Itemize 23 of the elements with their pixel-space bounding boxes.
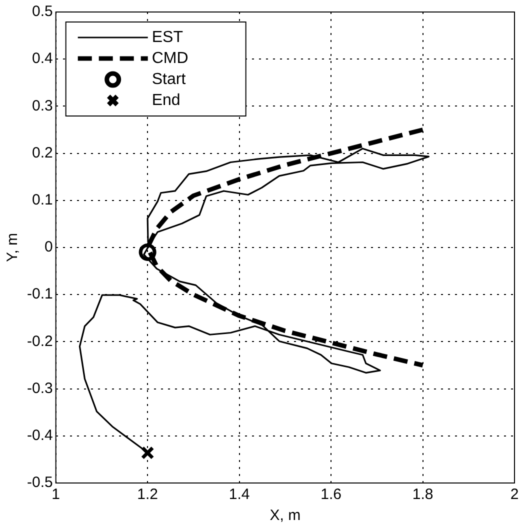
y-axis-title: Y, m — [4, 233, 22, 262]
x-tick-label: 1.6 — [320, 486, 342, 504]
y-tick-label: -0.3 — [26, 380, 53, 397]
legend-label: EST — [152, 28, 184, 46]
x-axis-title: X, m — [270, 507, 301, 524]
y-tick-label: 0.5 — [32, 3, 53, 20]
x-tick-label: 1.8 — [412, 486, 434, 504]
legend-label: CMD — [152, 50, 188, 67]
y-tick-label: -0.2 — [26, 332, 53, 350]
y-tick-label: 0.4 — [32, 50, 53, 68]
y-tick-label: -0.5 — [26, 474, 53, 492]
y-tick-label: 0.2 — [32, 144, 53, 162]
y-tick-label: 0 — [44, 238, 53, 256]
y-tick-label: 0.3 — [32, 97, 53, 114]
x-tick-label: 1 — [52, 486, 60, 504]
y-tick-label: -0.1 — [26, 286, 53, 303]
y-tick-label: 0.1 — [32, 192, 53, 209]
x-tick-label: 1.4 — [228, 486, 250, 504]
legend-label: End — [152, 92, 180, 109]
x-tick-label: 1.2 — [137, 486, 158, 504]
x-tick-label: 2 — [510, 486, 519, 504]
y-tick-label: -0.4 — [26, 427, 53, 444]
legend-label: Start — [152, 70, 186, 88]
